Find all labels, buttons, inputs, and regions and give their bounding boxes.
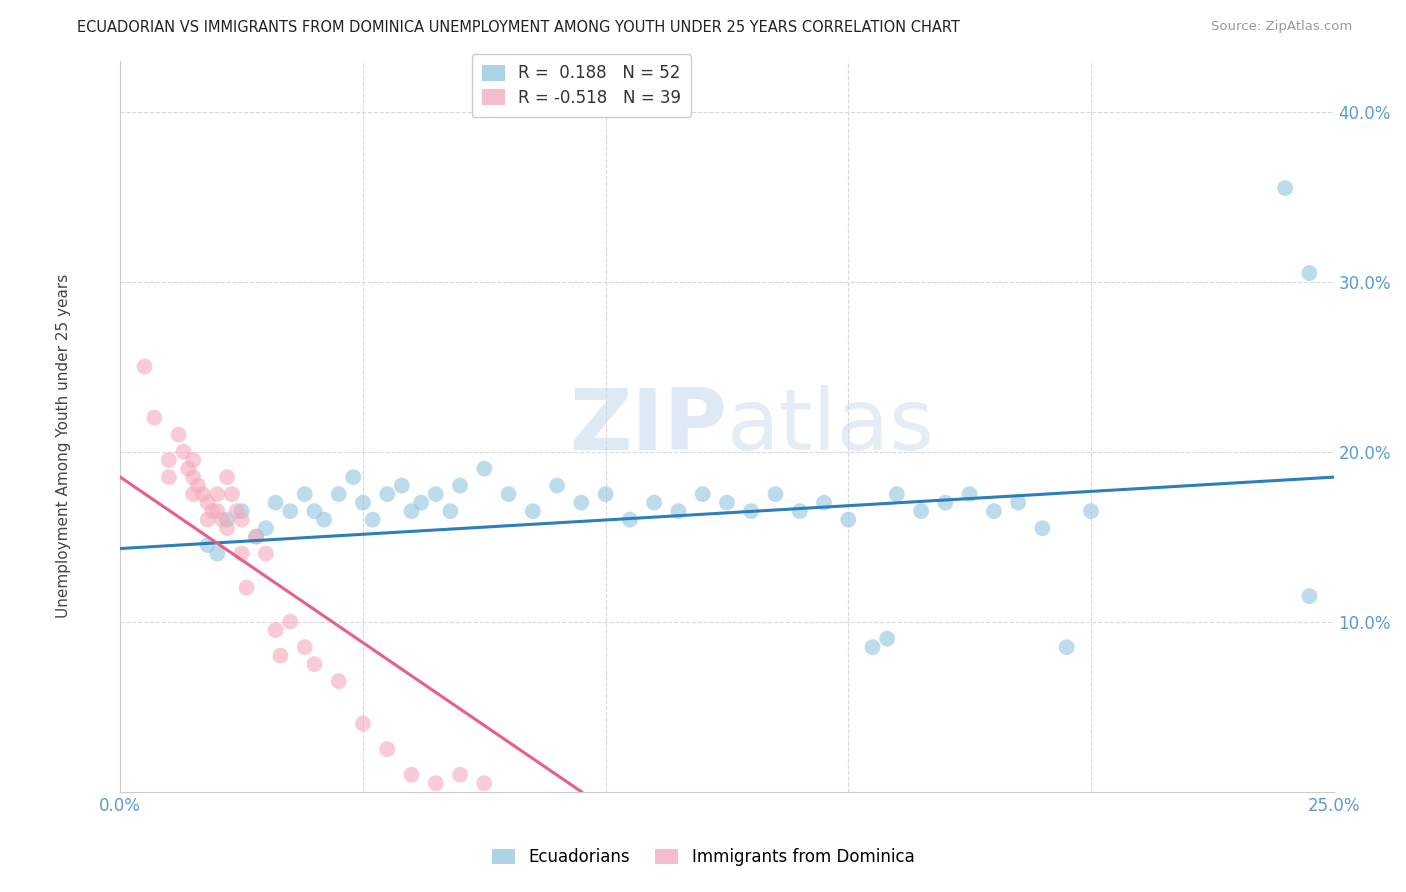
Point (472, 776, 495, 790)
Point (328, 674, 350, 689)
Point (254, 521, 277, 535)
Point (294, 487, 316, 501)
Point (910, 504, 932, 518)
Point (498, 487, 520, 501)
Point (342, 470, 364, 484)
Point (207, 504, 229, 518)
Point (304, 504, 326, 518)
Legend: R =  0.188   N = 52, R = -0.518   N = 39: R = 0.188 N = 52, R = -0.518 N = 39 (471, 54, 692, 117)
Point (546, 478, 568, 492)
Point (934, 495, 956, 509)
Point (328, 487, 350, 501)
Point (740, 504, 762, 518)
Point (361, 513, 384, 527)
Point (254, 547, 277, 561)
Point (401, 767, 423, 781)
Text: ZIP: ZIP (569, 384, 727, 467)
Point (217, 513, 239, 527)
Point (157, 453, 180, 467)
Point (716, 495, 738, 509)
Point (181, 470, 204, 484)
Point (876, 632, 898, 646)
Point (862, 640, 884, 655)
Point (304, 657, 326, 672)
Point (201, 504, 224, 518)
Point (207, 547, 229, 561)
Point (569, 495, 592, 509)
Point (1298, 266, 1320, 280)
Point (425, 487, 447, 501)
Point (245, 530, 267, 544)
Point (157, 470, 180, 484)
Point (187, 478, 209, 492)
Point (191, 487, 214, 501)
Point (595, 487, 617, 501)
Point (425, 776, 447, 790)
Point (449, 478, 471, 492)
Point (668, 504, 690, 518)
Point (1056, 640, 1078, 655)
Point (765, 487, 787, 501)
Point (221, 487, 243, 501)
Point (449, 767, 471, 781)
Point (619, 513, 641, 527)
Point (235, 581, 257, 595)
Point (1080, 504, 1102, 518)
Point (177, 461, 200, 475)
Point (391, 478, 413, 492)
Point (375, 487, 398, 501)
Point (278, 504, 301, 518)
Point (401, 504, 423, 518)
Point (294, 640, 316, 655)
Point (231, 547, 253, 561)
Text: atlas: atlas (727, 384, 935, 467)
Point (197, 513, 219, 527)
Point (375, 742, 398, 756)
Point (314, 513, 336, 527)
Point (352, 495, 374, 509)
Point (278, 615, 301, 629)
Point (167, 427, 190, 442)
Point (813, 495, 835, 509)
Point (1007, 495, 1029, 509)
Text: ECUADORIAN VS IMMIGRANTS FROM DOMINICA UNEMPLOYMENT AMONG YOUTH UNDER 25 YEARS C: ECUADORIAN VS IMMIGRANTS FROM DOMINICA U… (77, 20, 960, 35)
Point (1274, 181, 1296, 195)
Point (181, 487, 204, 501)
Point (352, 716, 374, 731)
Point (692, 487, 714, 501)
Point (211, 513, 233, 527)
Point (245, 530, 267, 544)
Point (439, 504, 461, 518)
Point (959, 487, 981, 501)
Point (1298, 589, 1320, 603)
Point (207, 487, 229, 501)
Point (181, 453, 204, 467)
Point (411, 495, 433, 509)
Point (172, 444, 194, 458)
Text: Source: ZipAtlas.com: Source: ZipAtlas.com (1212, 20, 1353, 33)
Point (143, 410, 166, 425)
Point (134, 359, 156, 374)
Point (886, 487, 908, 501)
Point (197, 538, 219, 552)
Legend: Ecuadorians, Immigrants from Dominica: Ecuadorians, Immigrants from Dominica (485, 842, 921, 873)
Point (217, 521, 239, 535)
Point (231, 504, 253, 518)
Point (983, 504, 1005, 518)
Point (269, 648, 291, 663)
Text: Unemployment Among Youth under 25 years: Unemployment Among Youth under 25 years (56, 274, 70, 618)
Point (1031, 521, 1053, 535)
Point (264, 495, 287, 509)
Point (472, 461, 495, 475)
Point (225, 504, 247, 518)
Point (643, 495, 665, 509)
Point (837, 513, 859, 527)
Point (217, 470, 239, 484)
Point (231, 513, 253, 527)
Point (789, 504, 811, 518)
Point (197, 495, 219, 509)
Point (522, 504, 544, 518)
Point (264, 623, 287, 637)
